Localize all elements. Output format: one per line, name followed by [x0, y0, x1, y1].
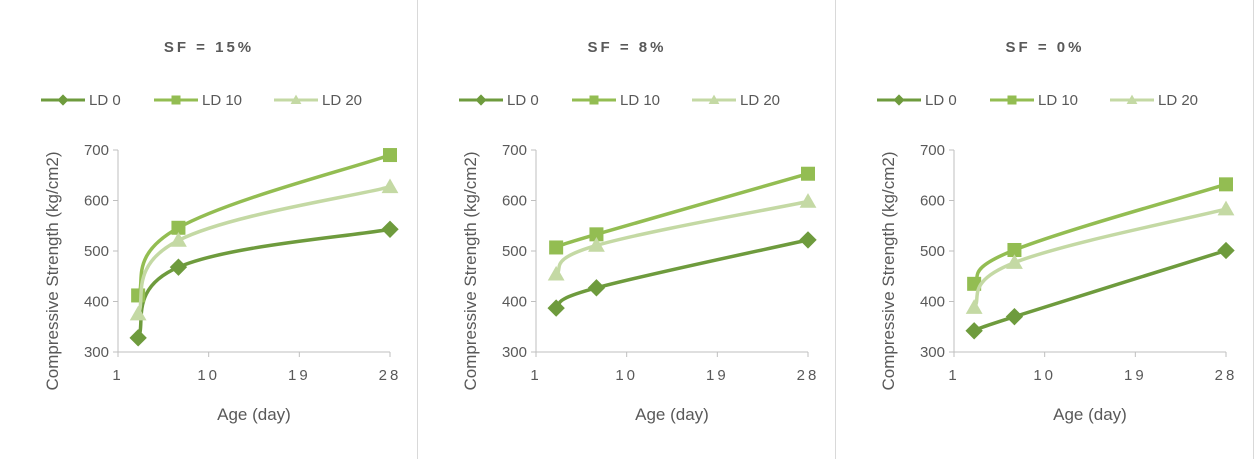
x-axis-label: Age (day): [635, 405, 709, 424]
chart-svg: SF = 15% LD 0 LD 10 LD 20 300 400 500 600 700 1 10…: [0, 0, 418, 459]
y-tick-label: 300: [920, 344, 945, 361]
y-tick-label: 500: [920, 243, 945, 260]
legend-label-ld-0: LD 0: [89, 92, 121, 109]
series-ld-0: [129, 221, 398, 347]
y-tick-label: 700: [502, 142, 527, 159]
data-point-ld-10-day-28: [1219, 177, 1233, 191]
data-point-ld-0-day-3: [129, 329, 146, 346]
data-point-ld-0-day-28: [799, 231, 816, 248]
legend: LD 0 LD 10 LD 20: [41, 92, 362, 109]
data-point-ld-20-day-28: [1218, 201, 1235, 216]
legend-label-ld-0: LD 0: [507, 92, 539, 109]
data-point-ld-20-day-3: [966, 299, 983, 314]
legend-label-ld-10: LD 10: [1038, 92, 1078, 109]
data-point-ld-0-day-3: [965, 322, 982, 339]
x-tick-label: 1: [948, 367, 959, 384]
legend-label-ld-20: LD 20: [1158, 92, 1198, 109]
data-point-ld-20-day-3: [548, 266, 565, 281]
series-ld-10: [549, 167, 815, 255]
legend-label-ld-10: LD 10: [620, 92, 660, 109]
legend-label-ld-20: LD 20: [322, 92, 362, 109]
y-tick-label: 600: [920, 193, 945, 210]
y-axis-label: Compressive Strength (kg/cm2): [43, 151, 62, 390]
chart-title: SF = 15%: [164, 39, 254, 56]
series-ld-10: [967, 177, 1233, 290]
x-tick-label: 28: [797, 367, 820, 384]
data-point-ld-0-day-28: [381, 221, 398, 238]
x-tick-label: 10: [197, 367, 220, 384]
data-point-ld-20-day-28: [800, 193, 817, 208]
series-ld-20: [130, 178, 399, 320]
x-tick-label: 1: [112, 367, 123, 384]
y-tick-label: 400: [920, 294, 945, 311]
series-ld-20: [966, 201, 1235, 314]
legend-marker-ld-0: [57, 94, 68, 105]
series-line-ld-20: [138, 187, 390, 314]
chart-panel-sf15: SF = 15% LD 0 LD 10 LD 20 300 400 500 600 700 1 10…: [0, 0, 418, 459]
legend-marker-ld-10: [172, 96, 181, 105]
x-tick-label: 28: [1215, 367, 1238, 384]
series-ld-0: [547, 231, 816, 317]
x-tick-label: 19: [288, 367, 311, 384]
y-tick-label: 700: [920, 142, 945, 159]
legend-marker-ld-0: [893, 94, 904, 105]
y-axis-label: Compressive Strength (kg/cm2): [461, 151, 480, 390]
y-tick-label: 700: [84, 142, 109, 159]
y-tick-label: 300: [84, 344, 109, 361]
x-tick-label: 19: [1124, 367, 1147, 384]
data-point-ld-10-day-28: [383, 148, 397, 162]
y-tick-label: 500: [84, 243, 109, 260]
x-axis-label: Age (day): [1053, 405, 1127, 424]
y-tick-label: 300: [502, 344, 527, 361]
data-point-ld-0-day-7: [170, 258, 187, 275]
legend-marker-ld-10: [590, 96, 599, 105]
legend-label-ld-0: LD 0: [925, 92, 957, 109]
data-point-ld-10-day-3: [549, 240, 563, 254]
data-point-ld-0-day-7: [588, 279, 605, 296]
y-axis-label: Compressive Strength (kg/cm2): [879, 151, 898, 390]
y-tick-label: 400: [502, 294, 527, 311]
legend-label-ld-20: LD 20: [740, 92, 780, 109]
series-ld-0: [965, 242, 1234, 340]
chart-panel-sf8: SF = 8% LD 0 LD 10 LD 20 300 400 500 600 700 1 10 1…: [418, 0, 836, 459]
chart-svg: SF = 0% LD 0 LD 10 LD 20 300 400 500 600 700 1 10 1…: [836, 0, 1254, 459]
x-tick-label: 1: [530, 367, 541, 384]
y-tick-label: 600: [502, 193, 527, 210]
data-point-ld-20-day-28: [382, 178, 399, 193]
chart-title: SF = 0%: [1006, 39, 1085, 56]
y-tick-label: 600: [84, 193, 109, 210]
y-tick-label: 500: [502, 243, 527, 260]
x-tick-label: 10: [1033, 367, 1056, 384]
chart-svg: SF = 8% LD 0 LD 10 LD 20 300 400 500 600 700 1 10 1…: [418, 0, 836, 459]
legend-marker-ld-0: [475, 94, 486, 105]
x-tick-label: 19: [706, 367, 729, 384]
data-point-ld-10-day-28: [801, 167, 815, 181]
legend: LD 0 LD 10 LD 20: [459, 92, 780, 109]
y-tick-label: 400: [84, 294, 109, 311]
chart-title: SF = 8%: [588, 39, 667, 56]
legend-marker-ld-10: [1008, 96, 1017, 105]
legend-label-ld-10: LD 10: [202, 92, 242, 109]
x-axis-label: Age (day): [217, 405, 291, 424]
series-line-ld-20: [974, 209, 1226, 307]
legend: LD 0 LD 10 LD 20: [877, 92, 1198, 109]
series-ld-10: [131, 148, 397, 302]
chart-panel-sf0: SF = 0% LD 0 LD 10 LD 20 300 400 500 600 700 1 10 1…: [836, 0, 1254, 459]
x-tick-label: 28: [379, 367, 402, 384]
data-point-ld-0-day-28: [1217, 242, 1234, 259]
x-tick-label: 10: [615, 367, 638, 384]
data-point-ld-0-day-7: [1006, 308, 1023, 325]
data-point-ld-20-day-3: [130, 306, 147, 321]
